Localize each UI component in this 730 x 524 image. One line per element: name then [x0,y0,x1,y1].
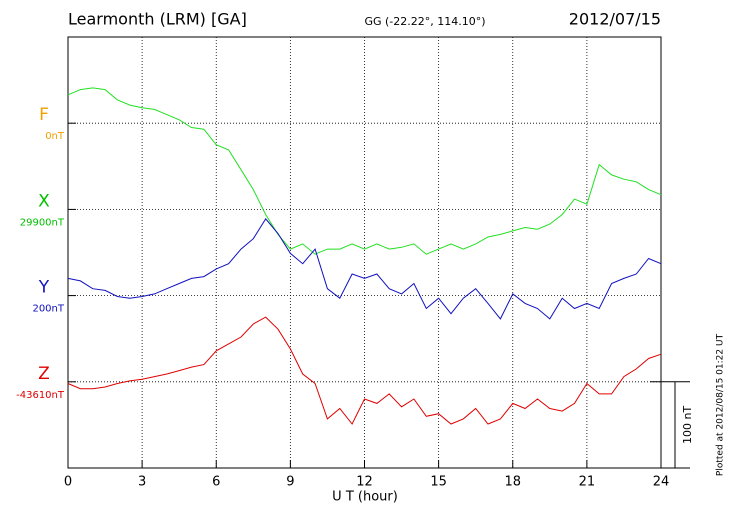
series-base-label: 29900nT [20,217,65,228]
series-base-label: -43610nT [16,390,65,401]
footnote: Plotted at 2012/08/15 01:22 UT [716,333,726,476]
scale-bar-label: 100 nT [681,406,694,444]
series-name: Z [38,364,50,384]
x-tick-label: 9 [286,475,294,490]
series-base-label: 200nT [32,304,64,315]
series-line [67,87,662,255]
date: 2012/07/15 [569,10,661,29]
x-axis-label: U T (hour) [332,490,398,505]
series-base-label: 0nT [45,131,65,142]
series-line [67,218,662,320]
x-tick-label: 15 [430,475,447,490]
x-tick-label: 24 [653,475,670,490]
x-tick-label: 3 [138,475,146,490]
series-name: Y [38,278,50,298]
x-tick-label: 18 [504,475,521,490]
x-tick-label: 6 [212,475,220,490]
x-tick-label: 12 [356,475,373,490]
series-line [67,316,662,425]
subtitle: GG (-22.22°, 114.10°) [364,15,485,28]
x-tick-label: 0 [64,475,72,490]
x-tick-label: 21 [579,475,596,490]
series-name: X [38,191,50,211]
chart-title: Learmonth (LRM) [GA] [68,10,247,29]
series-name: F [39,105,49,125]
